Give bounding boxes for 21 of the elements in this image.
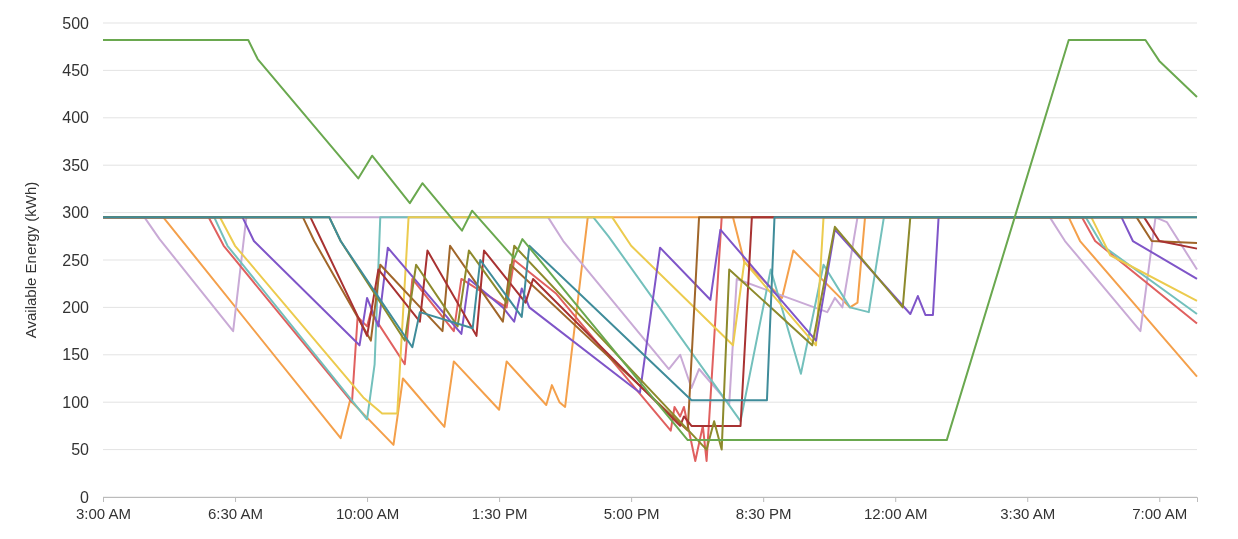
y-tick-label: 200 <box>62 299 90 317</box>
x-tick-label: 5:00 PM <box>603 504 660 522</box>
y-axis-title: Available Energy (kWh) <box>22 181 39 339</box>
y-tick-label: 300 <box>62 204 90 222</box>
y-tick-label: 450 <box>62 62 90 80</box>
y-tick-label: 500 <box>62 14 90 32</box>
y-tick-label: 150 <box>62 346 90 364</box>
x-tick-label: 3:30 AM <box>1000 504 1056 522</box>
x-tick-label: 12:00 AM <box>864 504 928 522</box>
y-tick-label: 50 <box>71 441 90 459</box>
y-tick-label: 350 <box>62 156 90 174</box>
x-tick-label: 8:30 PM <box>735 504 792 522</box>
y-tick-label: 400 <box>62 109 90 127</box>
x-tick-label: 7:00 AM <box>1132 504 1188 522</box>
y-tick-label: 100 <box>62 393 90 411</box>
y-tick-label: 0 <box>80 488 90 506</box>
x-tick-label: 10:00 AM <box>335 504 400 522</box>
x-tick-label: 1:30 PM <box>471 504 528 522</box>
y-tick-label: 250 <box>62 251 90 269</box>
x-tick-label: 3:00 AM <box>75 504 132 522</box>
x-tick-label: 6:30 AM <box>208 504 264 522</box>
